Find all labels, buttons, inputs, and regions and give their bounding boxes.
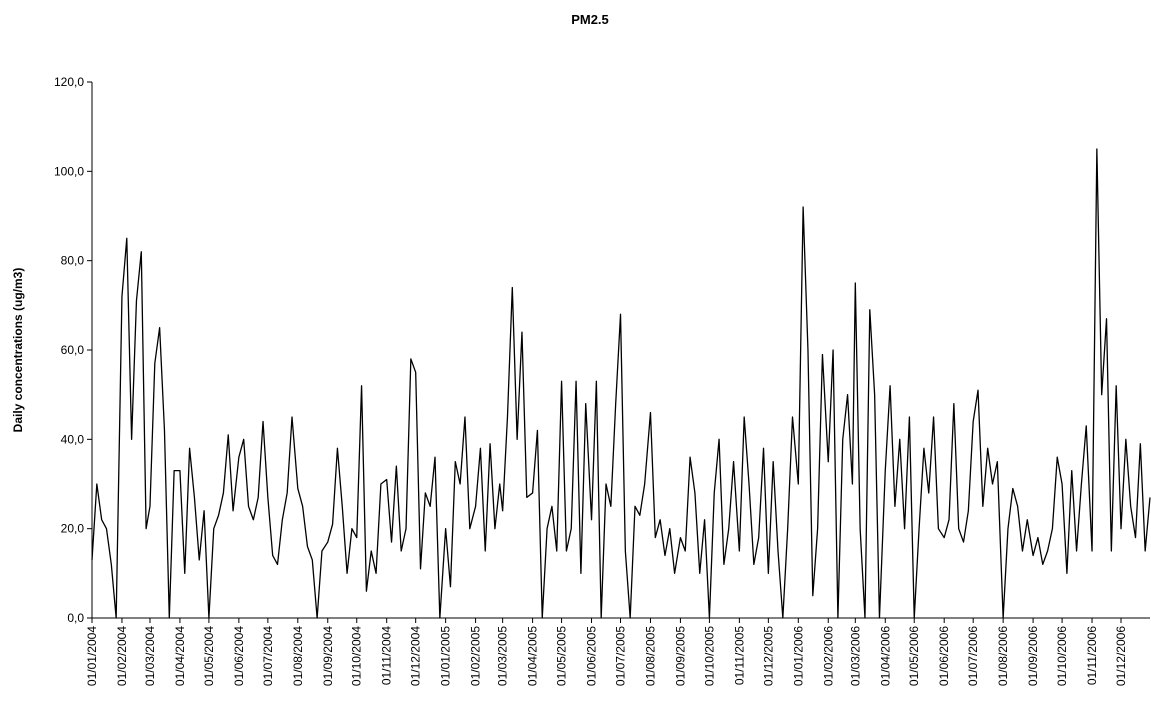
x-tick-label: 01/06/2004: [232, 626, 246, 686]
x-tick-label: 01/07/2006: [966, 626, 980, 686]
y-tick-label: 120,0: [54, 75, 84, 89]
x-tick-label: 01/03/2006: [848, 626, 862, 686]
x-tick-label: 01/10/2004: [350, 626, 364, 686]
y-tick-label: 80,0: [61, 254, 85, 268]
y-tick-label: 100,0: [54, 164, 84, 178]
x-tick-label: 01/01/2006: [791, 626, 805, 686]
x-tick-label: 01/03/2004: [143, 626, 157, 686]
x-tick-label: 01/04/2005: [526, 626, 540, 686]
x-tick-label: 01/12/2005: [761, 626, 775, 686]
y-tick-label: 60,0: [61, 343, 85, 357]
x-tick-label: 01/05/2006: [907, 626, 921, 686]
x-tick-label: 01/08/2006: [996, 626, 1010, 686]
x-tick-label: 01/10/2005: [702, 626, 716, 686]
x-tick-label: 01/09/2005: [673, 626, 687, 686]
x-tick-label: 01/05/2004: [202, 626, 216, 686]
y-tick-label: 0,0: [67, 611, 84, 625]
x-tick-label: 01/09/2004: [321, 626, 335, 686]
x-tick-label: 01/05/2005: [555, 626, 569, 686]
x-tick-label: 01/01/2005: [439, 626, 453, 686]
x-tick-label: 01/09/2006: [1026, 626, 1040, 686]
x-tick-label: 01/12/2004: [409, 626, 423, 686]
x-tick-label: 01/08/2005: [643, 626, 657, 686]
x-tick-label: 01/01/2004: [85, 626, 99, 686]
y-axis-title: Daily concentrations (ug/m3): [11, 268, 25, 433]
x-tick-label: 01/02/2006: [821, 626, 835, 686]
x-tick-label: 01/11/2005: [732, 626, 746, 685]
x-tick-label: 01/04/2006: [878, 626, 892, 686]
x-tick-label: 01/02/2004: [115, 626, 129, 686]
x-tick-label: 01/06/2006: [937, 626, 951, 686]
x-tick-label: 01/02/2005: [469, 626, 483, 686]
y-tick-label: 20,0: [61, 522, 85, 536]
x-tick-label: 01/07/2005: [614, 626, 628, 686]
x-tick-label: 01/10/2006: [1055, 626, 1069, 686]
x-tick-label: 01/07/2004: [261, 626, 275, 686]
chart-title: PM2.5: [571, 12, 609, 27]
x-tick-label: 01/11/2006: [1085, 626, 1099, 685]
x-tick-label: 01/12/2006: [1114, 626, 1128, 686]
x-tick-label: 01/03/2005: [496, 626, 510, 686]
data-line: [91, 148, 1151, 619]
x-tick-label: 01/04/2004: [173, 626, 187, 686]
y-tick-label: 40,0: [61, 432, 85, 446]
x-tick-label: 01/08/2004: [291, 626, 305, 686]
x-tick-label: 01/11/2004: [380, 626, 394, 685]
x-tick-label: 01/06/2005: [585, 626, 599, 686]
